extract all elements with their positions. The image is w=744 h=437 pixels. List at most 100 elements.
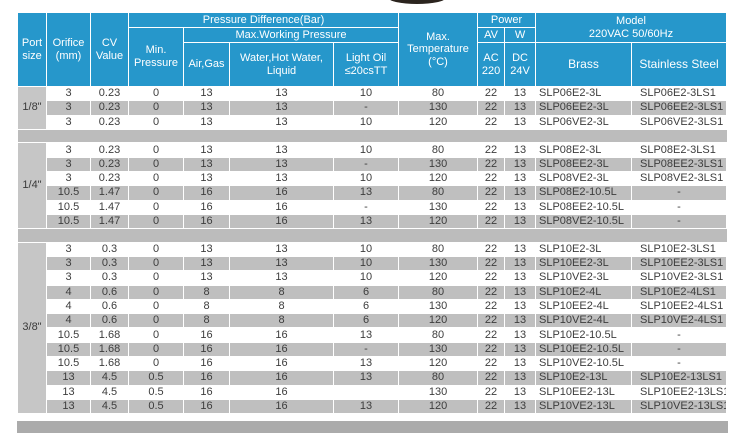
cell-max-temp: 130 bbox=[398, 255, 479, 272]
cell-brass-model: SLP10VE2-4L bbox=[535, 313, 633, 329]
cell-light-oil: 13 bbox=[332, 398, 400, 415]
header-max-working-pressure: Max.Working Pressure bbox=[182, 27, 400, 43]
cell-orifice: 4 bbox=[46, 313, 91, 329]
cell-water: 16 bbox=[229, 213, 334, 230]
cell-brass-model: SLP06VE2-3L bbox=[535, 114, 633, 130]
cell-air-gas: 13 bbox=[183, 170, 230, 187]
cell-ac-220: 22 bbox=[477, 156, 506, 172]
cell-air-gas: 13 bbox=[183, 85, 230, 102]
cell-cv-value: 0.23 bbox=[90, 142, 129, 158]
cell-air-gas: 8 bbox=[183, 313, 230, 329]
cell-max-temp: 80 bbox=[398, 85, 479, 102]
cell-stainless-model: SLP10E2-3LS1 bbox=[631, 241, 728, 257]
cell-cv-value: 0.23 bbox=[90, 114, 129, 130]
cell-water: 13 bbox=[229, 142, 334, 158]
cell-min-pressure: 0 bbox=[128, 213, 184, 230]
port-size-cell: 1/8" bbox=[17, 86, 47, 130]
group-separator bbox=[17, 128, 727, 144]
cell-ac-220: 22 bbox=[477, 170, 506, 187]
cell-min-pressure: 0 bbox=[128, 284, 184, 300]
cell-ac-220: 22 bbox=[477, 370, 506, 386]
port-size-cell: 3/8" bbox=[17, 241, 47, 415]
cell-stainless-model: - bbox=[631, 213, 728, 230]
cell-min-pressure: 0 bbox=[128, 85, 184, 102]
header-row-3: Air,Gas Water,Hot Water, Liquid Light Oi… bbox=[18, 42, 728, 87]
cell-max-temp: 120 bbox=[398, 313, 479, 329]
cell-light-oil: 6 bbox=[332, 284, 400, 300]
cell-water: 13 bbox=[229, 156, 334, 172]
cell-brass-model: SLP10VE2-10.5L bbox=[535, 356, 633, 372]
cell-dc-24v: 13 bbox=[504, 114, 537, 130]
cell-max-temp: 120 bbox=[398, 398, 479, 415]
cell-water: 13 bbox=[229, 100, 334, 116]
cell-air-gas: 16 bbox=[183, 398, 230, 415]
cell-stainless-model: SLP10EE2-4LS1 bbox=[631, 298, 728, 315]
cell-orifice: 3 bbox=[46, 270, 91, 286]
cell-light-oil: 10 bbox=[332, 270, 400, 286]
cell-brass-model: SLP10VE2-13L bbox=[535, 398, 633, 415]
cell-dc-24v: 13 bbox=[504, 270, 537, 286]
cell-min-pressure: 0 bbox=[128, 313, 184, 329]
header-model: Model 220VAC 50/60Hz bbox=[535, 12, 728, 43]
valve-spec-table: Port size Orifice (mm) CV Value Pressure… bbox=[17, 12, 728, 415]
cell-cv-value: 1.47 bbox=[90, 199, 129, 215]
cell-min-pressure: 0 bbox=[128, 255, 184, 272]
cell-cv-value: 1.68 bbox=[90, 327, 129, 343]
cell-dc-24v: 13 bbox=[504, 284, 537, 300]
group-separator-band bbox=[17, 128, 727, 144]
table-row: 10.5 1.68 0 16 16 13 120 22 13 SLP10VE2-10.5L - bbox=[18, 356, 728, 372]
table-row: 1/4" 3 0.23 0 13 13 10 80 22 13 SLP08E2-3L SLP08E2-… bbox=[17, 142, 728, 230]
cell-min-pressure: 0 bbox=[128, 327, 184, 343]
cell-max-temp: 130 bbox=[398, 384, 479, 400]
cell-stainless-model: SLP10VE2-13LS1 bbox=[631, 398, 728, 415]
cell-light-oil: 10 bbox=[332, 85, 400, 102]
header-brass: Brass bbox=[535, 42, 633, 87]
table-row: 10.5 1.68 0 16 16-130 22 13 SLP10EE2-10.5L - bbox=[18, 341, 728, 358]
cell-stainless-model: SLP10EE2-13LS1 bbox=[631, 384, 728, 400]
table-body: 1/8" 3 0.23 0 13 13 10 80 22 13 SLP06E2-3L SLP06E2-… bbox=[17, 85, 728, 415]
cell-air-gas: 13 bbox=[183, 156, 230, 172]
cell-cv-value: 4.5 bbox=[90, 370, 129, 386]
cell-light-oil: - bbox=[332, 199, 400, 215]
cell-min-pressure: 0 bbox=[128, 142, 184, 158]
cell-dc-24v: 13 bbox=[504, 185, 537, 201]
cell-brass-model: SLP06EE2-3L bbox=[535, 100, 633, 116]
cell-min-pressure: 0 bbox=[128, 114, 184, 130]
cell-stainless-model: - bbox=[631, 356, 728, 372]
table-row: 10.5 1.47 0 16 16 13 80 22 13 SLP08E2-10.5L - bbox=[18, 185, 728, 201]
cell-brass-model: SLP08E2-10.5L bbox=[535, 185, 633, 201]
header-light-oil: Light Oil ≤20csTT bbox=[332, 42, 400, 87]
cell-max-temp: 130 bbox=[398, 100, 479, 116]
header-port-size: Port size bbox=[17, 12, 47, 87]
cell-cv-value: 0.6 bbox=[90, 284, 129, 300]
cell-orifice: 4 bbox=[46, 298, 91, 315]
cell-stainless-model: SLP06EE2-3LS1 bbox=[631, 100, 728, 116]
cell-cv-value: 0.3 bbox=[90, 255, 129, 272]
cell-water: 16 bbox=[229, 356, 334, 372]
cell-max-temp: 130 bbox=[398, 156, 479, 172]
header-orifice: Orifice (mm) bbox=[46, 12, 91, 87]
cell-max-temp: 120 bbox=[398, 213, 479, 230]
table-row: 1/8" 3 0.23 0 13 13 10 80 22 13 SLP06E2-3L SLP06E2-… bbox=[17, 85, 728, 130]
cell-light-oil: - bbox=[332, 341, 400, 358]
cell-ac-220: 22 bbox=[477, 199, 506, 215]
cell-dc-24v: 13 bbox=[504, 341, 537, 358]
cell-ac-220: 22 bbox=[477, 85, 506, 102]
cell-water: 16 bbox=[229, 185, 334, 201]
cell-stainless-model: SLP10EE2-3LS1 bbox=[631, 255, 728, 272]
cell-dc-24v: 13 bbox=[504, 199, 537, 215]
cell-brass-model: SLP08E2-3L bbox=[535, 142, 633, 158]
cell-ac-220: 22 bbox=[477, 341, 506, 358]
header-row-2: Min. Pressure Max.Working Pressure AV W bbox=[18, 27, 727, 87]
cell-stainless-model: SLP08E2-3LS1 bbox=[631, 142, 728, 158]
group-separator-band bbox=[17, 228, 727, 243]
cell-min-pressure: 0 bbox=[128, 199, 184, 215]
cell-orifice: 10.5 bbox=[46, 327, 91, 343]
product-photo-fragment bbox=[388, 0, 446, 4]
cell-air-gas: 13 bbox=[183, 270, 230, 286]
cell-dc-24v: 13 bbox=[504, 298, 537, 315]
cell-orifice: 3 bbox=[46, 85, 91, 102]
table-row: 3 0.3 0 13 13 10 120 22 13 SLP10VE2-3L SLP10VE2-3L… bbox=[18, 270, 728, 286]
cell-min-pressure: 0 bbox=[128, 156, 184, 172]
